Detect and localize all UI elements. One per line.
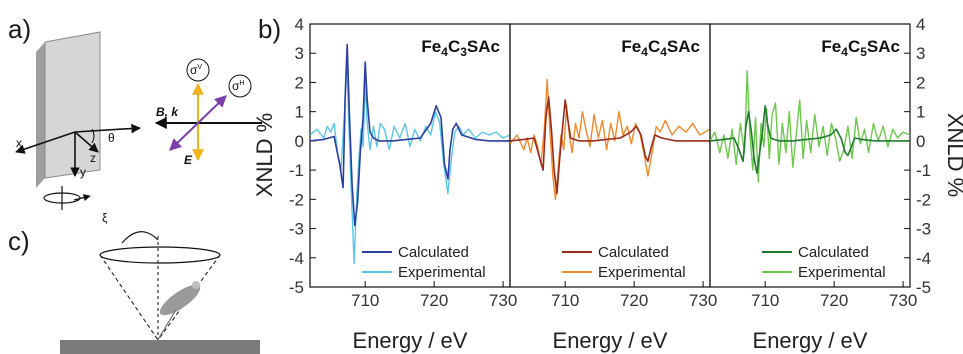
sample-title: Fe4C5SAc <box>821 37 900 59</box>
y-tick-label-right: -1 <box>916 161 931 180</box>
y-tick-label-left: 2 <box>295 73 304 92</box>
x-tick-label: 730 <box>489 291 517 310</box>
calculated-series-line <box>310 43 510 227</box>
y-tick-label-right: 3 <box>916 44 925 63</box>
x-tick-label: 720 <box>820 291 848 310</box>
y-tick-label-left: -4 <box>289 249 304 268</box>
cone-ellipse <box>99 246 221 264</box>
x-tick-label: 730 <box>689 291 717 310</box>
x-axis-title: Energy / eV <box>753 328 868 353</box>
panel-letter-a: a) <box>8 14 31 44</box>
calculated-series-line <box>510 96 710 195</box>
sample-title: Fe4C3SAc <box>421 37 500 59</box>
x-tick-label: 730 <box>889 291 917 310</box>
sample-title-part: 5 <box>860 45 867 59</box>
y-tick-label-right: -4 <box>916 249 931 268</box>
rotation-arrow-icon <box>73 194 91 202</box>
sample-title-part: 4 <box>441 45 448 59</box>
beam-line <box>74 123 141 134</box>
theta-arc <box>91 128 95 144</box>
x-tick-label: 710 <box>351 291 379 310</box>
x-axis-title: Energy / eV <box>353 328 468 353</box>
y-tick-label-left: 3 <box>295 44 304 63</box>
sample-title-part: 4 <box>641 45 648 59</box>
legend-label-calculated: Calculated <box>598 244 669 261</box>
axis-label-y: y <box>80 165 86 179</box>
legend-label-calculated: Calculated <box>798 244 869 261</box>
field-label: E <box>184 153 193 167</box>
molecule-icon <box>159 284 201 316</box>
schematic-a: x y z θ σV σH B, k E <box>15 31 262 210</box>
legend-label-calculated: Calculated <box>398 244 469 261</box>
molecule-ligand <box>192 281 200 289</box>
x-tick-label: 720 <box>620 291 648 310</box>
angle-label-xi: ξ <box>102 211 108 225</box>
sample-title: Fe4C4SAc <box>621 37 700 59</box>
substrate <box>60 340 260 354</box>
sample-title-part: 4 <box>841 45 848 59</box>
plot-frame <box>709 23 911 288</box>
x-tick-label: 720 <box>420 291 448 310</box>
sample-title-part: 3 <box>460 45 467 59</box>
y-tick-label-left: -5 <box>289 278 304 297</box>
sample-title-part: C <box>448 37 460 56</box>
sample-title-part: C <box>648 37 660 56</box>
schematic-c: ξ <box>60 211 260 354</box>
sample-title-part: Fe <box>421 37 441 56</box>
experimental-series-line <box>310 55 510 265</box>
sample-title-part: SAc <box>467 37 500 56</box>
x-tick-label: 710 <box>751 291 779 310</box>
panel-letter-b: b) <box>258 14 281 44</box>
legend-label-experimental: Experimental <box>398 264 486 281</box>
y-tick-label-left: 1 <box>295 103 304 122</box>
sample-title-part: SAc <box>867 37 900 56</box>
axis-label-x: x <box>16 136 22 150</box>
legend-label-experimental: Experimental <box>598 264 686 281</box>
sample-title-part: C <box>848 37 860 56</box>
sigma-h-arrow <box>169 95 227 151</box>
y-tick-label-left: -2 <box>289 190 304 209</box>
axis-label-z: z <box>90 151 96 165</box>
y-tick-label-left: 4 <box>295 15 304 34</box>
y-axis-title-right: XNLD % <box>943 113 963 197</box>
cone-edge-left <box>99 254 159 341</box>
y-tick-label-right: -2 <box>916 190 931 209</box>
experimental-series-line <box>510 78 710 200</box>
calculated-series-line <box>710 105 910 174</box>
sigma-h-circle <box>228 74 252 98</box>
experimental-series-line <box>710 70 910 183</box>
sample-title-part: SAc <box>667 37 700 56</box>
y-tick-label-right: -3 <box>916 220 931 239</box>
molecule-tether <box>157 309 177 341</box>
legend-label-experimental: Experimental <box>798 264 886 281</box>
y-axis-title-left: XNLD % <box>252 113 277 197</box>
y-tick-label-left: -1 <box>289 161 304 180</box>
sample-title-part: Fe <box>621 37 641 56</box>
x-tick-label: 710 <box>551 291 579 310</box>
z-axis-arrow <box>74 131 99 153</box>
y-tick-label-right: 0 <box>916 132 925 151</box>
y-tick-label-right: 1 <box>916 103 925 122</box>
y-tick-label-right: 4 <box>916 15 925 34</box>
y-tick-label-right: 2 <box>916 73 925 92</box>
xi-arc <box>121 231 159 244</box>
sigma-v-label: σV <box>190 63 202 77</box>
x-axis-arrow <box>15 131 76 154</box>
y-tick-label-right: -5 <box>916 278 931 297</box>
angle-label-theta: θ <box>108 131 115 145</box>
y-tick-label-left: 0 <box>295 132 304 151</box>
panel-letter-c: c) <box>8 226 30 256</box>
y-tick-label-left: -3 <box>289 220 304 239</box>
beam-label: B, k <box>156 105 179 119</box>
sample-title-part: Fe <box>821 37 841 56</box>
sample-plate-side <box>36 42 45 188</box>
x-axis-title: Energy / eV <box>553 328 668 353</box>
sample-title-part: 4 <box>660 45 667 59</box>
sigma-v-circle <box>186 58 210 82</box>
sigma-h-label: σH <box>232 79 244 93</box>
